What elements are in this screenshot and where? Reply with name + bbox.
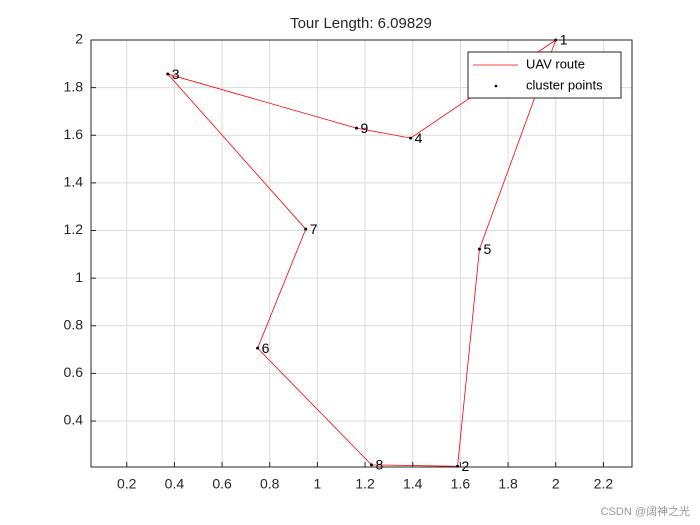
y-tick-label: 2	[75, 31, 83, 47]
cluster-point	[256, 346, 260, 350]
x-tick-label: 1.2	[355, 476, 375, 492]
x-tick-label: 1.6	[451, 476, 471, 492]
x-tick-label: 0.6	[212, 476, 232, 492]
point-label: 8	[376, 457, 384, 473]
y-tick-label: 1.2	[64, 221, 84, 237]
y-tick-label: 0.8	[64, 316, 84, 332]
x-tick-label: 1	[314, 476, 322, 492]
plot-area	[91, 40, 632, 467]
x-tick-label: 1.8	[498, 476, 518, 492]
legend-symbol	[494, 84, 498, 88]
x-tick-label: 0.4	[165, 476, 185, 492]
point-label: 5	[483, 241, 491, 257]
x-tick-label: 0.2	[117, 476, 137, 492]
cluster-point	[409, 136, 413, 140]
axes-box	[90, 39, 633, 468]
chart-title: Tour Length: 6.09829	[290, 15, 432, 32]
point-label: 7	[310, 221, 318, 237]
cluster-point	[304, 227, 308, 231]
legend-box	[467, 51, 622, 99]
x-tick-label: 0.8	[260, 476, 280, 492]
point-label: 4	[415, 130, 423, 146]
y-tick-label: 0.6	[64, 364, 84, 380]
x-tick-label: 2	[552, 476, 560, 492]
y-tick-label: 1.8	[64, 78, 84, 94]
watermark: CSDN @阔神之光	[601, 504, 690, 518]
y-tick-label: 0.4	[64, 412, 84, 428]
cluster-point	[477, 247, 481, 251]
x-tick-label: 1.4	[403, 476, 423, 492]
y-tick-label: 1.4	[64, 174, 84, 190]
y-tick-label: 1.6	[64, 126, 84, 142]
cluster-point	[370, 463, 374, 467]
legend-label: UAV route	[526, 56, 585, 71]
point-label: 3	[172, 66, 180, 82]
x-tick-label: 2.2	[594, 476, 614, 492]
legend-label: cluster points	[526, 77, 603, 92]
cluster-point	[166, 72, 170, 76]
cluster-point	[354, 126, 358, 130]
point-label: 6	[262, 340, 270, 356]
y-tick-label: 1	[75, 269, 83, 285]
route-line	[166, 39, 557, 467]
point-label: 2	[462, 458, 470, 474]
point-label: 9	[360, 120, 368, 136]
